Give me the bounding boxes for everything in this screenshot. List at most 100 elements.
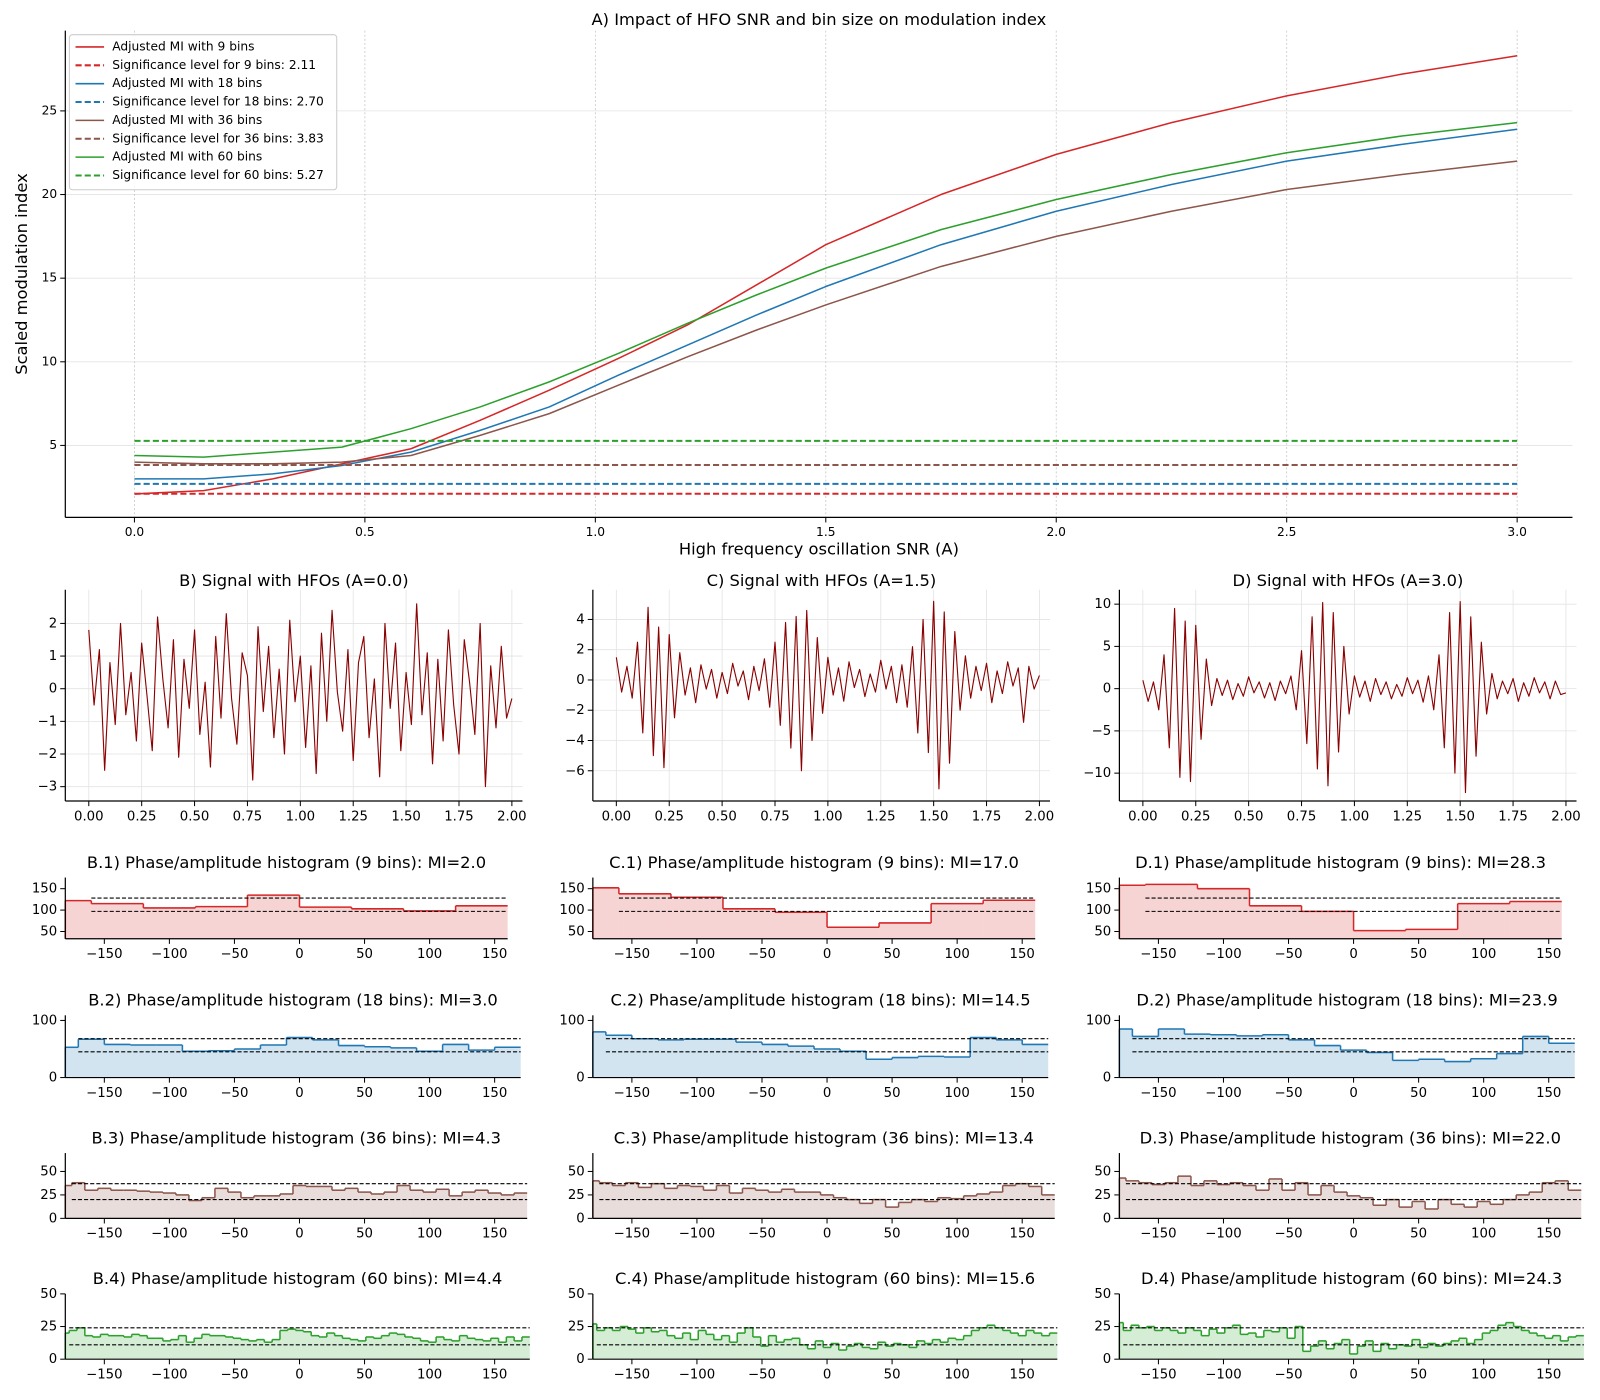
histogram-bar bbox=[147, 1338, 156, 1360]
histogram-bar bbox=[862, 1347, 870, 1360]
histogram-bar bbox=[397, 1185, 411, 1219]
x-tick-label: 0.25 bbox=[127, 809, 157, 824]
x-tick-label: 100 bbox=[1471, 1227, 1496, 1242]
histogram-bar bbox=[979, 1327, 988, 1360]
histogram-bar bbox=[1353, 930, 1406, 939]
histogram-bar bbox=[722, 908, 775, 939]
x-tick-label: 1.00 bbox=[286, 809, 316, 824]
x-tick-label: 1.25 bbox=[338, 809, 368, 824]
x-tick-label: −100 bbox=[1205, 947, 1241, 962]
x-tick-label: 50 bbox=[1410, 947, 1427, 962]
histogram-bar bbox=[1334, 1343, 1342, 1360]
histogram-bar bbox=[371, 1193, 385, 1219]
x-tick-label: −100 bbox=[679, 1367, 715, 1382]
histogram-bar bbox=[940, 1342, 949, 1360]
histogram-bar bbox=[983, 900, 1036, 939]
x-tick-label: −50 bbox=[748, 1367, 776, 1382]
y-tick-label: 100 bbox=[32, 1013, 57, 1028]
histogram-bar bbox=[791, 1338, 800, 1360]
x-tick-label: −100 bbox=[679, 1086, 715, 1101]
x-tick-label: 100 bbox=[944, 947, 969, 962]
x-tick-label: 0 bbox=[823, 1227, 831, 1242]
x-tick-label: 150 bbox=[1010, 1086, 1035, 1101]
histogram-bar bbox=[830, 1343, 839, 1360]
chart-title: D.3) Phase/amplitude histogram (36 bins)… bbox=[1140, 1128, 1561, 1147]
histogram-bar bbox=[91, 903, 144, 939]
x-tick-label: 50 bbox=[1410, 1227, 1427, 1242]
histogram-bar bbox=[815, 1340, 824, 1360]
y-tick-label: 0 bbox=[1103, 1352, 1111, 1367]
histogram-bar bbox=[1380, 1343, 1389, 1360]
histogram-bar bbox=[1022, 1044, 1049, 1078]
histogram-bar bbox=[937, 1197, 951, 1219]
histogram-bar bbox=[428, 1342, 437, 1360]
x-tick-label: 150 bbox=[482, 947, 507, 962]
histogram-bar bbox=[931, 903, 984, 939]
histogram-bar bbox=[612, 1185, 626, 1219]
histogram-bar bbox=[1451, 1340, 1459, 1360]
histogram-bar bbox=[342, 1338, 351, 1360]
legend-label: Significance level for 9 bins: 2.11 bbox=[112, 58, 316, 72]
histogram-bar bbox=[683, 1039, 710, 1078]
x-tick-label: 50 bbox=[884, 1367, 901, 1382]
histogram-bar bbox=[248, 1340, 257, 1360]
histogram-bar bbox=[123, 1190, 137, 1219]
chart-title: D.2) Phase/amplitude histogram (18 bins)… bbox=[1136, 991, 1557, 1010]
histogram-bar bbox=[854, 1343, 863, 1360]
histogram-bar bbox=[123, 1336, 132, 1360]
histogram-bar bbox=[898, 1202, 912, 1219]
x-tick-label: 1.75 bbox=[972, 809, 1002, 824]
y-tick-label: 0 bbox=[49, 1071, 57, 1086]
histogram-bar bbox=[1392, 1060, 1419, 1078]
histogram-bar bbox=[599, 1182, 613, 1219]
y-tick-label: 50 bbox=[40, 1287, 57, 1302]
histogram-bar bbox=[859, 1203, 873, 1219]
x-tick-label: 0 bbox=[823, 947, 831, 962]
histogram-bar bbox=[1443, 1343, 1452, 1360]
histogram-bar bbox=[752, 1336, 761, 1360]
x-tick-label: 100 bbox=[417, 1086, 442, 1101]
histogram-bar bbox=[365, 1336, 374, 1360]
histogram-bar bbox=[319, 1186, 333, 1219]
histogram-bar bbox=[948, 1338, 956, 1360]
x-tick-label: 100 bbox=[944, 1227, 969, 1242]
x-tick-label: 100 bbox=[417, 1227, 442, 1242]
y-tick-label: 150 bbox=[32, 882, 57, 897]
x-tick-label: −100 bbox=[151, 1086, 187, 1101]
histogram-bar bbox=[1138, 1327, 1147, 1360]
histogram-bar bbox=[345, 1188, 359, 1219]
histogram-bar bbox=[893, 1343, 902, 1360]
histogram-bar bbox=[514, 1193, 528, 1219]
x-tick-label: −150 bbox=[86, 1367, 122, 1382]
histogram-bar bbox=[1464, 1207, 1478, 1219]
y-tick-label: −1 bbox=[38, 714, 58, 729]
histogram-bar bbox=[227, 1192, 241, 1219]
histogram-bar bbox=[195, 906, 248, 939]
y-tick-label: 50 bbox=[568, 1164, 585, 1179]
y-tick-label: 0 bbox=[1103, 682, 1111, 697]
x-tick-label: 50 bbox=[356, 1086, 373, 1101]
histogram-bar bbox=[1399, 1207, 1413, 1219]
histogram-bar bbox=[416, 1051, 443, 1078]
histogram-bar bbox=[319, 1336, 327, 1360]
histogram-bar bbox=[186, 1342, 195, 1360]
x-tick-label: −100 bbox=[679, 947, 715, 962]
y-tick-label: 50 bbox=[40, 1164, 57, 1179]
histogram-bar bbox=[664, 1188, 678, 1219]
y-tick-label: −6 bbox=[565, 764, 585, 779]
legend-label: Significance level for 60 bins: 5.27 bbox=[112, 168, 324, 182]
x-tick-label: 100 bbox=[417, 1367, 442, 1382]
histogram-bar bbox=[1158, 1029, 1185, 1078]
legend-box bbox=[68, 34, 338, 191]
histogram-bar bbox=[130, 1045, 157, 1078]
x-tick-label: 150 bbox=[1536, 1086, 1561, 1101]
y-tick-label: 25 bbox=[568, 1188, 585, 1203]
histogram-bar bbox=[201, 1334, 210, 1360]
histogram-bar bbox=[1497, 1325, 1506, 1360]
histogram-bar bbox=[1466, 1343, 1475, 1360]
histogram-bar bbox=[1282, 1190, 1296, 1219]
histogram-bar bbox=[1049, 1333, 1058, 1360]
histogram-bar bbox=[214, 1188, 228, 1219]
x-tick-label: −50 bbox=[748, 947, 776, 962]
histogram-bar bbox=[604, 1327, 613, 1360]
